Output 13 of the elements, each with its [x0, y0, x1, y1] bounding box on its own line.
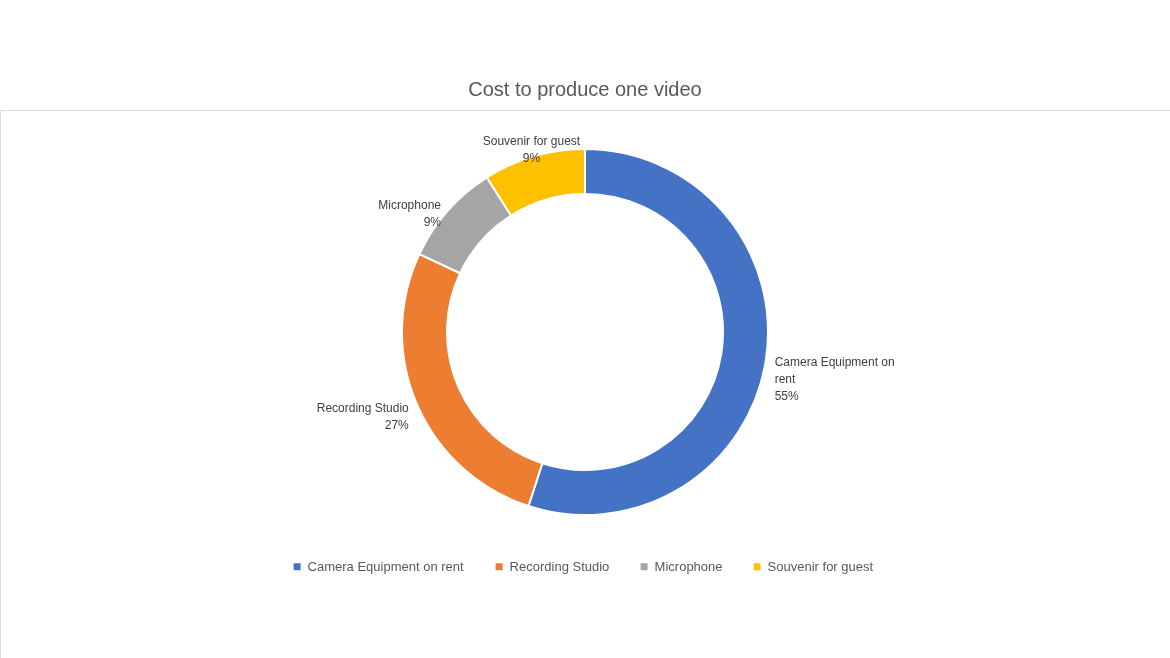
- chart-title: Cost to produce one video: [468, 78, 702, 100]
- slice-label: Microphone: [378, 198, 442, 213]
- data-label: 9%: [423, 215, 442, 230]
- legend-label: Souvenir for guest: [767, 558, 874, 574]
- legend-label: Microphone: [654, 558, 723, 574]
- legend-label: Camera Equipment on rent: [307, 558, 465, 574]
- data-label: 27%: [384, 418, 410, 433]
- data-label: 9%: [522, 150, 541, 165]
- slice-label: Souvenir for guest: [482, 133, 581, 148]
- legend-label: Recording Studio: [509, 558, 610, 574]
- data-label: 55%: [774, 389, 799, 404]
- slice-label: Recording Studio: [316, 401, 410, 416]
- slice-label: Camera Equipment on rent: [774, 355, 895, 387]
